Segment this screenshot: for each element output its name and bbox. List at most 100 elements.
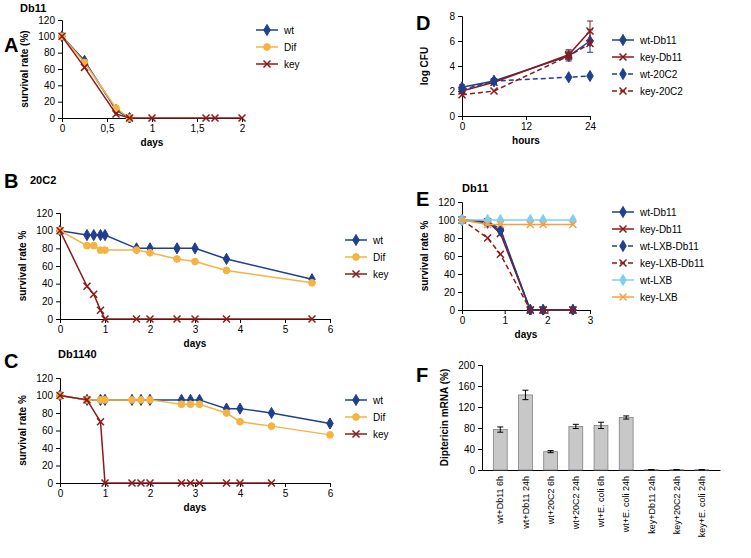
tick-label: 80	[42, 243, 54, 254]
marker	[223, 480, 230, 487]
tick: 1	[502, 310, 508, 326]
tick: 60	[44, 64, 62, 75]
legend-marker	[264, 61, 271, 68]
tick-label: 60	[42, 261, 54, 272]
x-axis-title: days	[184, 338, 207, 349]
tick: 200	[458, 360, 482, 371]
error-bar	[497, 427, 503, 432]
tick-label: 20	[42, 296, 54, 307]
tick: 0	[460, 310, 466, 326]
legend-item: wt-LXB	[612, 274, 673, 285]
marker	[540, 307, 547, 314]
legend-item: wt-Db11	[612, 206, 677, 217]
tick-label: 0	[47, 314, 53, 325]
tick-label: key+20C2 24h	[672, 476, 682, 534]
marker	[196, 401, 203, 408]
marker	[237, 480, 244, 487]
tick: 20	[42, 460, 60, 471]
series-line	[62, 36, 130, 118]
marker	[587, 40, 594, 47]
tick-label: wt+E. coli 6h	[596, 476, 606, 528]
tick-label: wt+20C2 24h	[571, 476, 581, 530]
tick-label: 0,5	[101, 123, 115, 134]
legend-item: wt	[345, 234, 383, 245]
legend-item: key-20C2	[612, 86, 683, 97]
tick-label: 100	[438, 215, 455, 226]
tick: 6	[449, 36, 462, 47]
error-bar	[648, 469, 654, 470]
tick-label: 6	[328, 324, 334, 335]
tick: 60	[42, 261, 60, 272]
x-axis-title: days	[515, 329, 538, 340]
marker	[268, 407, 274, 418]
chart-title: 20C2	[30, 174, 56, 186]
marker	[491, 75, 497, 86]
marker	[527, 221, 534, 228]
legend-marker	[353, 271, 360, 278]
legend-label: wt-Db11	[639, 35, 677, 46]
tick-label: 60	[444, 251, 456, 262]
chart-title: Db11	[462, 182, 488, 194]
legend-item: wt	[345, 394, 383, 405]
tick-mark	[458, 238, 462, 239]
legend-item: key	[345, 269, 389, 280]
axis-line	[61, 484, 331, 488]
x-axis-title: days	[184, 502, 207, 513]
tick-mark	[478, 365, 482, 366]
tick-mark	[58, 118, 62, 119]
marker	[565, 50, 571, 61]
marker	[223, 316, 230, 323]
tick: 80	[42, 243, 60, 254]
tick-label: 1	[502, 315, 508, 326]
marker	[497, 221, 504, 228]
legend-item: Dif	[345, 412, 385, 423]
tick: 0	[469, 465, 482, 476]
error-bar	[566, 50, 572, 60]
tick-label: 4	[238, 324, 244, 335]
marker	[81, 64, 88, 71]
legend: wt-Db11key-Db11wt-LXB-Db11key-LXB-Db11wt…	[612, 206, 705, 302]
tick: 0	[58, 483, 64, 499]
plot: 0123020406080100120dayssurvival rate %	[419, 197, 594, 340]
marker	[237, 418, 244, 425]
series-line	[462, 220, 573, 310]
marker	[212, 115, 219, 122]
tick-mark	[58, 85, 62, 86]
legend-label: Dif	[373, 252, 385, 263]
tick-label: 40	[464, 444, 476, 455]
tick-label: 2	[240, 123, 246, 134]
y-axis-title: Diptericin mRNA (%)	[439, 369, 450, 466]
legend-marker	[353, 431, 360, 438]
marker	[174, 256, 181, 263]
marker	[527, 307, 534, 314]
marker	[90, 291, 97, 298]
series-line	[462, 220, 573, 310]
marker	[97, 418, 104, 425]
tick-mark	[478, 449, 482, 450]
tick: 0	[49, 113, 62, 124]
tick-label: 0	[49, 113, 55, 124]
marker	[196, 480, 203, 487]
tick-mark	[590, 310, 591, 314]
marker	[587, 70, 593, 81]
tick: 40	[464, 444, 482, 455]
marker	[138, 396, 145, 403]
x-axis-title: days	[141, 137, 164, 148]
marker	[91, 229, 97, 240]
tick: 6	[328, 483, 334, 499]
tick-label: wt+E. coli 24h	[621, 476, 631, 533]
plot: 0123456020406080100120dayssurvival rate …	[17, 373, 334, 513]
legend-item: Dif	[345, 252, 385, 263]
marker	[149, 115, 156, 122]
legend-marker	[353, 414, 360, 421]
marker	[147, 249, 154, 256]
tick: 5	[283, 319, 289, 335]
marker	[57, 227, 64, 234]
tick-label: 1	[150, 123, 156, 134]
marker	[84, 396, 91, 403]
legend: wtDifkey	[345, 394, 389, 439]
tick: 0	[58, 319, 64, 335]
plot: 0123456020406080100120dayssurvival rate …	[17, 208, 334, 349]
tick-label: 4	[449, 61, 455, 72]
legend-item: wt-LXB-Db11	[612, 240, 699, 251]
